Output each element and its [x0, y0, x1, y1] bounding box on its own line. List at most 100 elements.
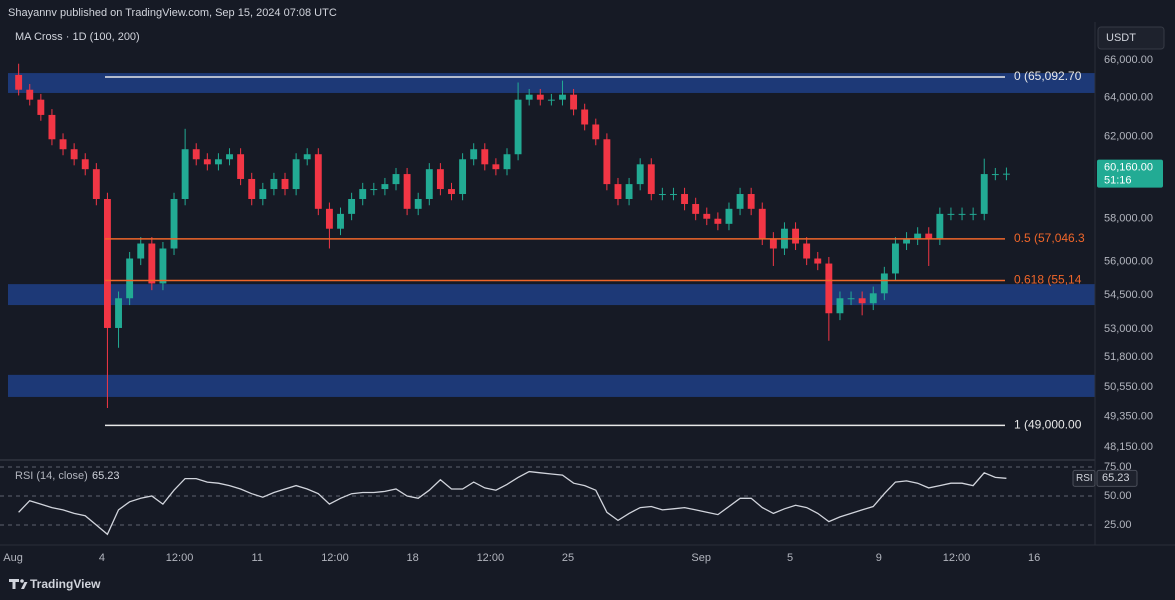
candle-body [126, 258, 134, 299]
candle-body [514, 99, 522, 155]
candle-body [237, 154, 245, 179]
indicator-legend: MA Cross · 1D (100, 200) [15, 31, 140, 43]
byline: Shayannv published on TradingView.com, S… [8, 7, 337, 19]
candle-body [259, 189, 267, 200]
candle-body [314, 154, 322, 209]
candle-body [281, 178, 289, 190]
candle-body [303, 154, 311, 160]
candle-body [425, 169, 433, 200]
candle-body [736, 194, 744, 209]
candle-body [614, 184, 622, 200]
candle-body [203, 159, 211, 165]
candle-body [159, 248, 167, 284]
candle-body [681, 194, 689, 205]
candle-body [725, 208, 733, 224]
candle-body [670, 194, 677, 196]
y-tick-label: 62,000.00 [1104, 131, 1153, 143]
candle-body [858, 298, 866, 304]
candle-body [958, 213, 966, 215]
candle-body [381, 184, 389, 190]
y-tick-label: 66,000.00 [1104, 54, 1153, 66]
candle-body [337, 213, 344, 229]
candle-body [925, 233, 933, 239]
candle-body [503, 154, 511, 170]
candle-body [481, 149, 489, 165]
candle-body [148, 243, 156, 284]
candle-body [547, 99, 555, 101]
candle-body [814, 258, 822, 264]
candle-body [370, 189, 378, 191]
candle-body [647, 164, 655, 195]
candle-body [536, 94, 544, 100]
candle-body [359, 189, 367, 200]
candle-body [214, 159, 222, 165]
candle-body [226, 154, 233, 160]
currency[interactable]: USDT [1106, 32, 1136, 44]
candle-body [947, 213, 955, 215]
x-tick-label: 12:00 [477, 552, 505, 564]
currency-button[interactable] [1097, 26, 1165, 50]
y-tick-label: 64,000.00 [1104, 92, 1153, 104]
candle-body [48, 114, 56, 140]
brand: TradingView [30, 577, 101, 591]
fib-label: 0 (65,092.70 [1014, 69, 1082, 83]
y-tick-label: 49,350.00 [1104, 411, 1153, 423]
candle-body [625, 184, 633, 200]
y-tick-label: 54,500.00 [1104, 289, 1153, 301]
rsi-name: RSI [1076, 473, 1093, 484]
candle-body [115, 298, 122, 328]
x-tick-label: 12:00 [943, 552, 971, 564]
candle-body [81, 159, 89, 170]
candle-body [892, 243, 899, 274]
rsi-tick-label: 25.00 [1104, 519, 1132, 531]
candle-body [248, 178, 256, 200]
countdown: 51:16 [1104, 175, 1132, 187]
x-tick-label: 18 [407, 552, 419, 564]
candle-body [714, 218, 722, 224]
candle-body [26, 89, 34, 100]
last-price-tag [1097, 159, 1163, 188]
candle-body [980, 174, 988, 214]
y-tick-label: 56,000.00 [1104, 255, 1153, 267]
candle-body [847, 298, 855, 300]
candle-body [692, 204, 700, 214]
support-zone [8, 284, 1095, 306]
candle-body [592, 124, 600, 140]
y-tick-label: 48,150.00 [1104, 441, 1153, 453]
candle-body [59, 139, 67, 150]
x-tick-label: 25 [562, 552, 574, 564]
candle-body [991, 174, 999, 176]
candle-body [869, 293, 877, 304]
x-tick-label: 5 [787, 552, 793, 564]
candle-body [747, 194, 755, 209]
brand-logo [9, 579, 28, 589]
candle-body [448, 189, 455, 195]
candle-body [92, 169, 100, 200]
candle-body [792, 228, 799, 244]
candle-body [181, 149, 189, 200]
y-tick-label: 58,000.00 [1104, 212, 1153, 224]
y-tick-label: 50,550.00 [1104, 381, 1153, 393]
plot: 0 (65,092.70 0.5 (57,046.3 0.618 (55,14 1 (… [0, 63, 1095, 536]
y-tick-label: 53,000.00 [1104, 323, 1153, 335]
last-price-label: 60,160.00 [1104, 162, 1153, 174]
x-tick-label: 11 [252, 552, 263, 564]
candle-body [914, 233, 922, 239]
x-tick-label: Aug [3, 552, 23, 564]
candle-body [559, 94, 566, 100]
candle-body [936, 213, 944, 239]
fib-label: 0.5 (57,046.3 [1014, 231, 1085, 245]
candle-body [703, 213, 711, 219]
rsi-legend-value: 65.23 [92, 470, 120, 482]
rsi-name-tag [1072, 469, 1096, 487]
x-tick-label: Sep [691, 552, 711, 564]
rsi-legend: RSI (14, close) [15, 470, 88, 482]
x-tick-label: 12:00 [166, 552, 194, 564]
candle-body [581, 109, 589, 125]
candle-body [292, 159, 300, 190]
x-tick-label: 9 [876, 552, 882, 564]
candle-body [170, 199, 178, 249]
candle-body [436, 169, 444, 190]
candle-body [836, 298, 844, 314]
candle-body [525, 94, 533, 100]
